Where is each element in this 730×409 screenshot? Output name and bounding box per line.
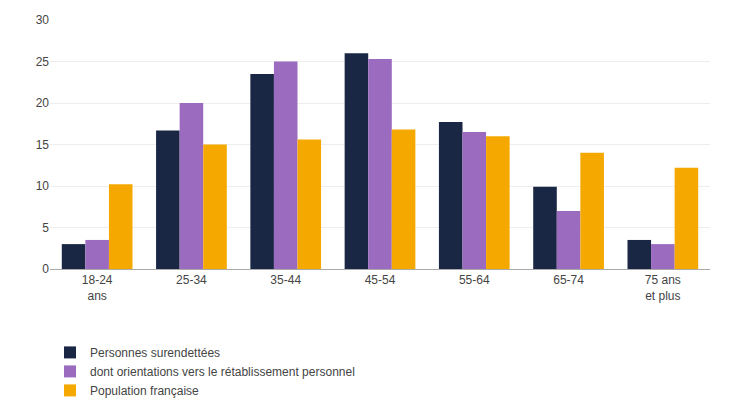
- svg-text:15: 15: [36, 138, 50, 152]
- svg-text:65-74: 65-74: [553, 273, 584, 287]
- svg-text:55-64: 55-64: [459, 273, 490, 287]
- svg-text:30: 30: [36, 13, 50, 27]
- svg-text:5: 5: [42, 221, 49, 235]
- svg-text:45-54: 45-54: [365, 273, 396, 287]
- svg-text:0: 0: [42, 262, 49, 276]
- svg-text:Personnes surendettées: Personnes surendettées: [90, 346, 220, 360]
- svg-text:35-44: 35-44: [270, 273, 301, 287]
- svg-text:25-34: 25-34: [176, 273, 207, 287]
- svg-text:18-24ans: 18-24ans: [82, 273, 113, 303]
- svg-text:75 anset plus: 75 anset plus: [645, 273, 681, 303]
- svg-text:10: 10: [36, 179, 50, 193]
- svg-text:Population française: Population française: [90, 384, 199, 398]
- svg-text:dont orientations vers le réta: dont orientations vers le rétablissement…: [90, 365, 355, 379]
- svg-text:25: 25: [36, 55, 50, 69]
- svg-text:20: 20: [36, 96, 50, 110]
